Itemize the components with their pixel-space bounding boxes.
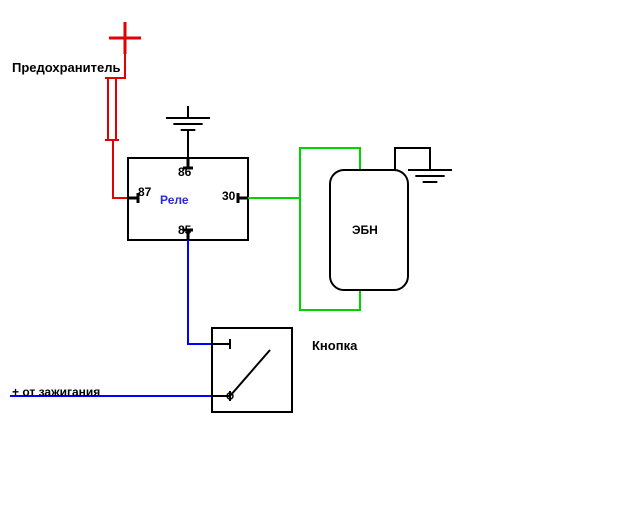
pump-label: ЭБН bbox=[352, 223, 378, 237]
canvas-bg bbox=[0, 0, 640, 514]
relay-label: Реле bbox=[160, 193, 189, 207]
pin-87-label: 87 bbox=[138, 185, 152, 199]
pin-30-label: 30 bbox=[222, 189, 236, 203]
pin-85-label: 85 bbox=[178, 223, 192, 237]
ignition-label: + от зажигания bbox=[12, 385, 100, 399]
button-label: Кнопка bbox=[312, 338, 358, 353]
fuse-label: Предохранитель bbox=[12, 60, 120, 75]
wiring-diagram: Предохранитель Реле 86 87 30 85 ЭБН Кнопка + от … bbox=[0, 0, 640, 514]
pin-86-label: 86 bbox=[178, 165, 192, 179]
